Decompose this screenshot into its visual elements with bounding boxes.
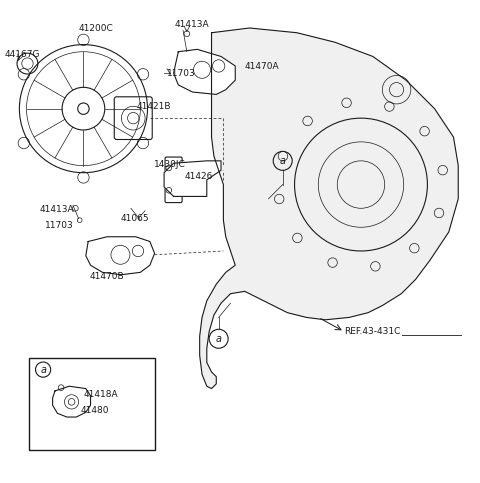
Text: 1430JC: 1430JC bbox=[154, 160, 185, 169]
Text: 41200C: 41200C bbox=[79, 25, 113, 33]
Text: 41426: 41426 bbox=[184, 171, 213, 181]
Text: 41065: 41065 bbox=[120, 214, 149, 223]
Text: a: a bbox=[216, 334, 222, 344]
Text: 11703: 11703 bbox=[45, 221, 73, 230]
Text: 41470A: 41470A bbox=[245, 62, 279, 71]
Polygon shape bbox=[53, 386, 91, 417]
Text: 11703: 11703 bbox=[167, 69, 195, 78]
FancyBboxPatch shape bbox=[114, 97, 152, 140]
Text: 41480: 41480 bbox=[81, 406, 109, 415]
Text: a: a bbox=[280, 156, 286, 166]
Polygon shape bbox=[200, 28, 458, 389]
Text: 41470B: 41470B bbox=[90, 271, 124, 281]
Text: REF.43-431C: REF.43-431C bbox=[344, 327, 401, 336]
FancyBboxPatch shape bbox=[165, 157, 182, 202]
Polygon shape bbox=[164, 161, 221, 197]
Text: 41421B: 41421B bbox=[137, 102, 171, 111]
Polygon shape bbox=[174, 49, 235, 94]
Text: 41413A: 41413A bbox=[175, 20, 210, 28]
Text: a: a bbox=[40, 365, 46, 375]
Text: 44167G: 44167G bbox=[4, 50, 40, 58]
Text: 41413A: 41413A bbox=[40, 205, 74, 214]
Bar bbox=[29, 358, 155, 450]
Polygon shape bbox=[86, 237, 155, 275]
Text: 41418A: 41418A bbox=[84, 390, 118, 399]
